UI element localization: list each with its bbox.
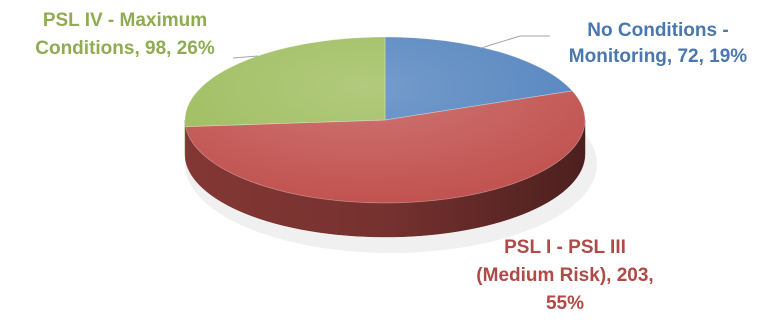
data-label-line: PSL IV - Maximum [43,10,207,31]
leader-lines [232,35,550,59]
pie-side-psl-i-psl-iii-medium-risk-shading [185,120,585,238]
data-labels: No Conditions - Monitoring, 72, 19% PSL I … [35,10,747,314]
data-label-no-conditions-monitoring: No Conditions - Monitoring, 72, 19% [569,20,748,67]
data-label-line: Conditions, 98, 26% [35,38,215,59]
leader-line-no-conditions-monitoring [480,35,550,49]
data-label-line: No Conditions - [587,20,728,41]
data-label-psl-i-psl-iii-medium-risk: PSL I - PSL III (Medium Risk), 203, 55% [476,237,653,314]
data-label-line: 55% [546,293,584,314]
pie-top-faces [184,36,586,204]
data-label-line: Monitoring, 72, 19% [569,46,748,67]
data-label-line: (Medium Risk), 203, [476,265,653,286]
pie-slice-psl-iv-maximum-conditions [184,36,386,128]
data-label-psl-iv-maximum-conditions: PSL IV - Maximum Conditions, 98, 26% [35,10,215,59]
data-label-line: PSL I - PSL III [504,237,626,258]
leader-line-psl-iv-maximum-conditions [232,55,259,59]
